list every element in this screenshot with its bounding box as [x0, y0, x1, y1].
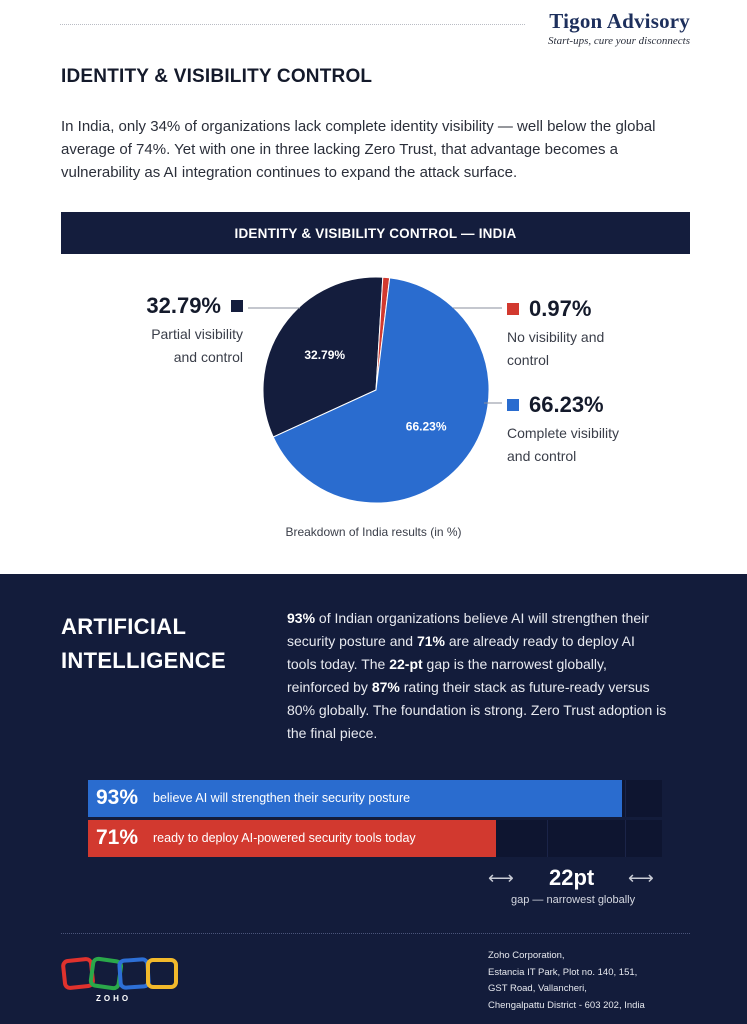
bar-gridline — [547, 820, 548, 857]
bar-pct-strengthen: 93% — [96, 786, 139, 809]
address-line-4: Chengalpattu District - 603 202, India — [488, 999, 645, 1011]
callout-partial-value: 32.79% — [146, 293, 221, 318]
pie-slice-complete — [272, 277, 490, 504]
pie-slice-complete-label: 66.23% — [406, 420, 447, 434]
bar-row-strengthen: 93% believe AI will strengthen their sec… — [88, 780, 662, 817]
ai-body-part-3: gap is the narrowest globally, reinforce… — [287, 656, 607, 695]
ai-title: ARTIFICIAL INTELLIGENCE — [61, 610, 261, 678]
bar-gridline — [625, 820, 626, 857]
bar-pct-deploy: 71% — [96, 826, 139, 849]
section-intro: In India, only 34% of organizations lack… — [61, 118, 656, 181]
gap-caption: gap — narrowest globally — [511, 894, 636, 906]
callout-none-value: 0.97% — [529, 296, 592, 321]
callout-none-desc-1: No visibility and — [507, 329, 605, 345]
pie-slice-partial — [262, 276, 384, 438]
callout-partial-desc-2: and control — [173, 349, 243, 365]
gap-arrow-right-icon: ⟷ — [628, 868, 654, 888]
ai-stat-87: 87% — [371, 679, 400, 695]
ai-body-part-2: are already ready to deploy AI tools tod… — [287, 633, 635, 672]
zoho-logo-square-red — [61, 957, 95, 990]
ai-section: ARTIFICIAL INTELLIGENCE 93% of Indian or… — [0, 574, 747, 1024]
callout-none-desc-2: control — [507, 352, 550, 368]
brand-block: Tigon Advisory Start-ups, cure your disc… — [548, 9, 690, 47]
brand-name: Tigon Advisory — [549, 9, 690, 33]
gap-arrow-left-icon: ⟷ — [488, 868, 514, 888]
address-line-2: Estancia IT Park, Plot no. 140, 151, — [488, 966, 638, 978]
bar-fill-strengthen — [88, 780, 622, 817]
ai-title-line-1: ARTIFICIAL — [61, 614, 187, 639]
ai-title-line-2: INTELLIGENCE — [61, 648, 226, 673]
address-line-3: GST Road, Vallancheri, — [488, 983, 587, 994]
callout-complete: 66.23% Complete visibility and control — [507, 392, 619, 468]
pie-chart-svg: 32.79% 66.23% — [248, 276, 502, 504]
address-line-1: Zoho Corporation, — [488, 950, 565, 961]
header-divider — [60, 24, 525, 25]
callout-partial: 32.79% Partial visibility and control — [146, 293, 243, 369]
callout-complete-desc-2: and control — [507, 448, 577, 464]
callout-complete-desc-1: Complete visibility — [507, 425, 620, 441]
zoho-logo-wordmark: ZOHO — [96, 994, 132, 1003]
pie-chart: 32.79% 66.23% — [0, 270, 747, 520]
ai-body-text: 93% of Indian organizations believe AI w… — [287, 607, 667, 745]
callout-none: 0.97% No visibility and control — [507, 296, 604, 372]
ai-body-part-4: rating their stack as future-ready versu… — [287, 679, 667, 741]
gap-value: 22pt — [549, 865, 595, 890]
bar-row-deploy: 71% ready to deploy AI-powered security … — [88, 820, 662, 857]
bar-gridline — [625, 780, 626, 817]
section-title: IDENTITY & VISIBILITY CONTROL — [61, 66, 373, 87]
legend-swatch-none — [507, 303, 519, 315]
zoho-logo-square-green — [88, 956, 124, 991]
zoho-logo-square-blue — [117, 957, 151, 990]
chart-caption: Breakdown of India results (in %) — [285, 525, 462, 539]
bar-fill-deploy — [88, 820, 496, 857]
ai-stat-71: 71% — [416, 633, 445, 649]
footer-divider — [61, 933, 690, 934]
zoho-logo-square-yellow — [146, 958, 178, 989]
brand-tagline: Start-ups, cure your disconnects — [548, 35, 690, 47]
callout-partial-desc-1: Partial visibility — [151, 326, 243, 342]
company-address: Zoho Corporation, Estancia IT Park, Plot… — [488, 948, 645, 1014]
pie-slice-partial-label: 32.79% — [304, 348, 345, 362]
ai-stat-gap: 22-pt — [389, 656, 423, 672]
zoho-logo-icon — [61, 956, 178, 991]
ai-body-part-1: of Indian organizations believe AI will … — [287, 610, 649, 649]
legend-swatch-complete — [507, 399, 519, 411]
legend-swatch-partial — [231, 300, 243, 312]
chart-title-banner: IDENTITY & VISIBILITY CONTROL — INDIA — [61, 212, 690, 254]
zoho-logo — [60, 954, 180, 999]
callout-complete-value: 66.23% — [529, 392, 604, 417]
ai-stat-93: 93% — [287, 610, 316, 626]
bar-label-deploy: ready to deploy AI-powered security tool… — [153, 831, 416, 845]
bar-label-strengthen: believe AI will strengthen their securit… — [153, 791, 411, 805]
